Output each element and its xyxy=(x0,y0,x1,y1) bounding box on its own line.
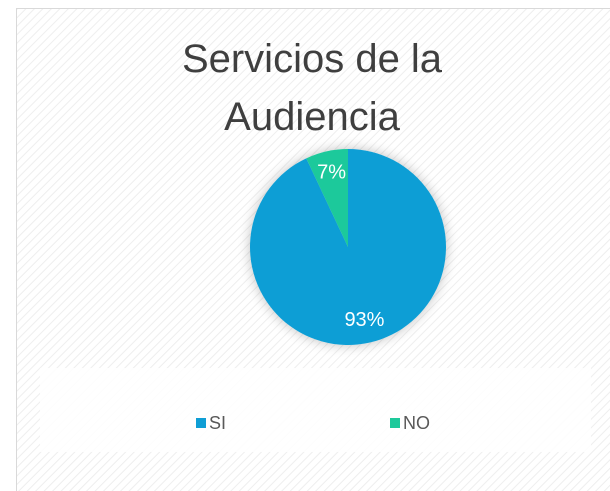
data-label: 7% xyxy=(317,162,346,184)
legend-swatch xyxy=(390,418,400,428)
legend-label: SI xyxy=(209,413,226,433)
chart-title: Servicios de la Audiencia xyxy=(181,37,443,139)
pie-slice xyxy=(306,149,348,247)
pie-slice xyxy=(249,149,447,346)
legend-label: NO xyxy=(403,413,430,433)
data-label: 93% xyxy=(344,309,384,331)
legend-band xyxy=(40,368,591,452)
legend-swatch xyxy=(196,418,206,428)
pie xyxy=(249,149,447,346)
